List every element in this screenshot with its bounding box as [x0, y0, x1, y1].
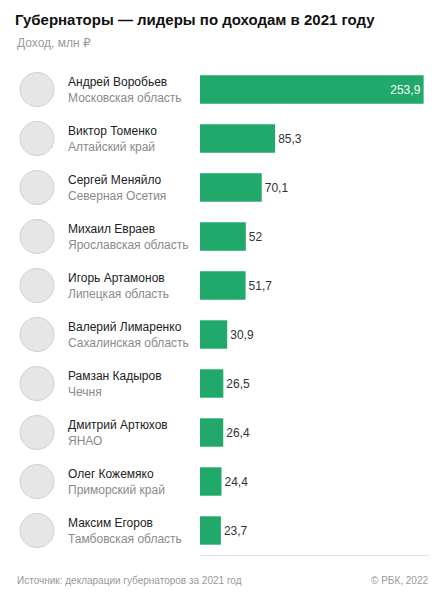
svg-text:26,5: 26,5 [226, 377, 250, 391]
svg-text:Алтайский край: Алтайский край [68, 140, 155, 154]
svg-text:30,9: 30,9 [230, 328, 254, 342]
svg-text:Источник: декларации губернато: Источник: декларации губернаторов за 202… [17, 575, 242, 586]
svg-text:70,1: 70,1 [265, 181, 289, 195]
svg-text:26,4: 26,4 [226, 426, 250, 440]
svg-text:Сахалинская область: Сахалинская область [68, 336, 189, 350]
svg-text:© РБК, 2022: © РБК, 2022 [371, 575, 428, 586]
svg-text:ЯНАО: ЯНАО [68, 434, 102, 448]
svg-text:Тамбовская область: Тамбовская область [68, 532, 182, 546]
svg-text:Михаил Евраев: Михаил Евраев [68, 222, 155, 236]
svg-text:Рамзан Кадыров: Рамзан Кадыров [68, 369, 162, 383]
svg-text:51,7: 51,7 [249, 279, 273, 293]
svg-text:Игорь Артамонов: Игорь Артамонов [68, 271, 165, 285]
svg-text:Ярославская область: Ярославская область [68, 238, 188, 252]
svg-text:Доход, млн ₽: Доход, млн ₽ [17, 36, 91, 50]
svg-text:Приморский край: Приморский край [68, 483, 165, 497]
svg-text:23,7: 23,7 [224, 524, 248, 538]
svg-text:85,3: 85,3 [278, 132, 302, 146]
svg-text:Липецкая область: Липецкая область [68, 287, 169, 301]
svg-text:253,9: 253,9 [390, 83, 420, 97]
svg-text:Олег Кожемяко: Олег Кожемяко [68, 467, 154, 481]
svg-text:52: 52 [249, 230, 263, 244]
svg-text:Дмитрий Артюхов: Дмитрий Артюхов [68, 418, 168, 432]
svg-text:Северная Осетия: Северная Осетия [68, 189, 166, 203]
svg-text:Валерий Лимаренко: Валерий Лимаренко [68, 320, 182, 334]
svg-text:Губернаторы — лидеры по дохода: Губернаторы — лидеры по доходам в 2021 г… [15, 11, 375, 28]
svg-text:Сергей Меняйло: Сергей Меняйло [68, 173, 162, 187]
svg-text:Московская область: Московская область [68, 91, 182, 105]
svg-text:Чечня: Чечня [68, 385, 102, 399]
svg-text:Андрей Воробьев: Андрей Воробьев [68, 75, 167, 89]
svg-text:Виктор Томенко: Виктор Томенко [68, 124, 157, 138]
svg-text:24,4: 24,4 [224, 475, 248, 489]
svg-text:Максим Егоров: Максим Егоров [68, 516, 153, 530]
